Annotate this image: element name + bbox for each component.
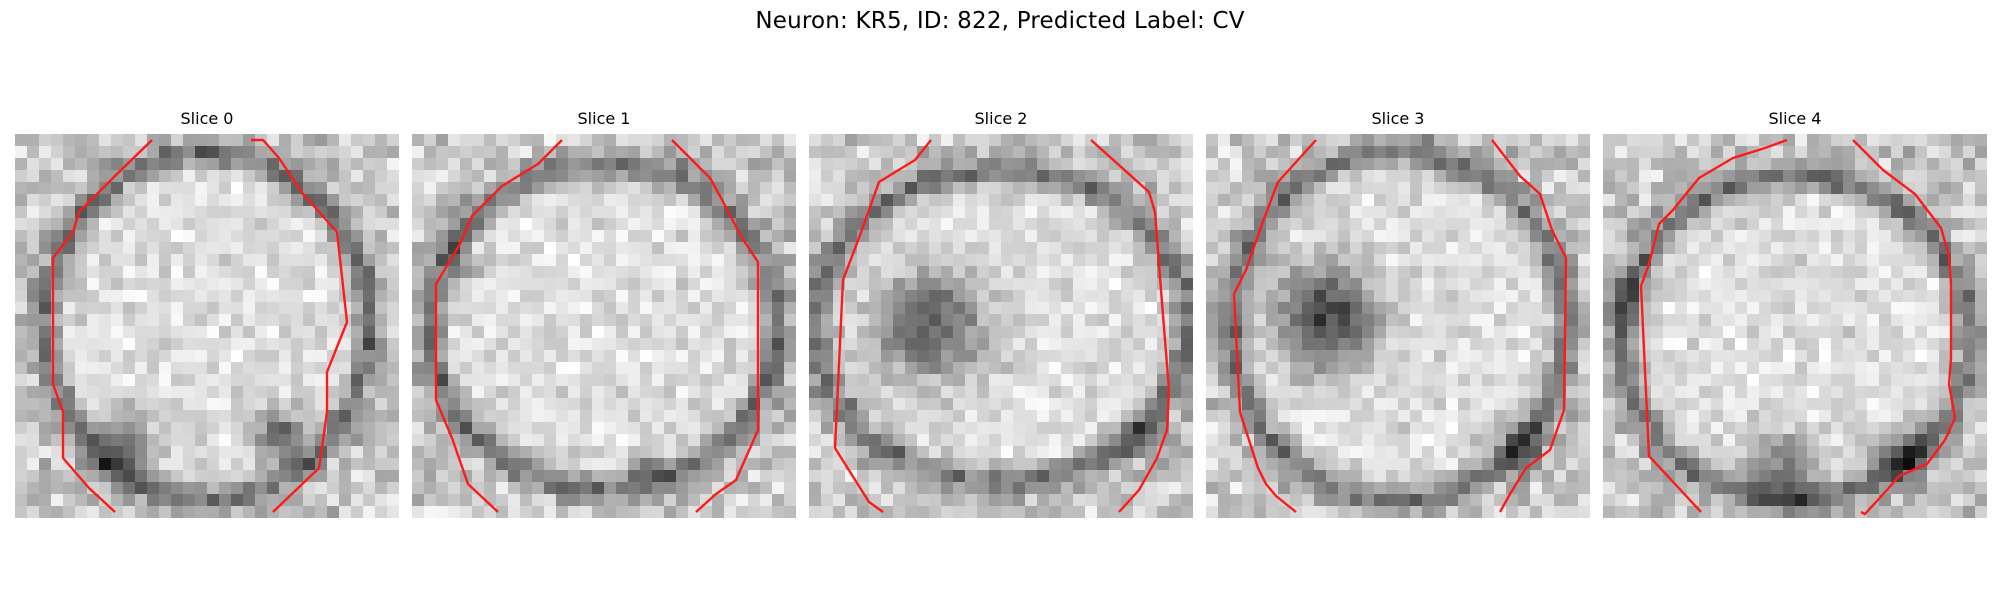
slice-panel-0: Slice 0 <box>15 107 399 518</box>
slice-title-0: Slice 0 <box>180 109 234 128</box>
slice-image-2 <box>809 134 1193 518</box>
slice-image-3 <box>1206 134 1590 518</box>
segmentation-contour <box>1232 139 1568 513</box>
slice-title-1: Slice 1 <box>577 109 631 128</box>
slice-panel-3: Slice 3 <box>1206 107 1590 518</box>
slice-title-3: Slice 3 <box>1371 109 1425 128</box>
slice-image-1 <box>412 134 796 518</box>
slice-image-4 <box>1603 134 1987 518</box>
segmentation-contour <box>1639 138 1957 516</box>
slice-panel-4: Slice 4 <box>1603 107 1987 518</box>
slice-panel-2: Slice 2 <box>809 107 1193 518</box>
segmentation-contour <box>434 139 760 513</box>
slice-title-2: Slice 2 <box>974 109 1028 128</box>
figure-title: Neuron: KR5, ID: 822, Predicted Label: C… <box>755 8 1245 34</box>
segmentation-contour <box>51 138 349 513</box>
slice-image-0 <box>15 134 399 518</box>
slice-panel-1: Slice 1 <box>412 107 796 518</box>
slice-title-4: Slice 4 <box>1768 109 1822 128</box>
segmentation-contour <box>833 139 1171 513</box>
